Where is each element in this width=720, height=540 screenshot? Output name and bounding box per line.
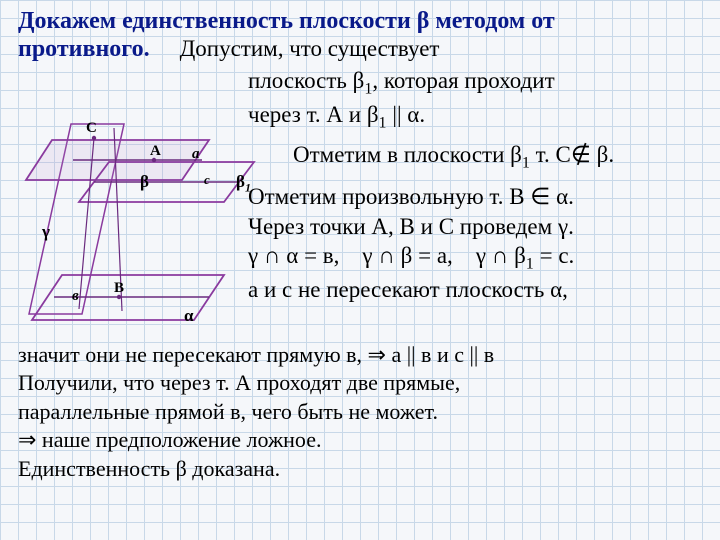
bottom1: значит они не пересекают прямую в, ⇒ а |… (18, 342, 702, 368)
label-beta1-sub: 1 (245, 180, 251, 194)
label-c: с (204, 172, 210, 188)
bottom5: Единственность β доказана. (18, 456, 702, 482)
para5-d: = с. (534, 243, 574, 268)
label-alpha: α (184, 306, 194, 326)
para1-line2: плоскость β1, которая проходит (248, 67, 702, 99)
label-beta: β (140, 172, 149, 192)
label-beta1: β1 (236, 172, 251, 195)
bottom-block: значит они не пересекают прямую в, ⇒ а |… (18, 340, 702, 482)
title-line2: противного. (18, 36, 150, 62)
label-B: В (114, 280, 124, 297)
label-a: а (192, 146, 200, 163)
bottom3: параллельные прямой в, чего быть не може… (18, 399, 702, 425)
label-A: А (150, 143, 161, 160)
para5-c: γ ∩ β (476, 243, 526, 268)
title: Докажем единственность плоскости β метод… (18, 8, 702, 63)
bottom4: ⇒ наше предположение ложное. (18, 427, 702, 453)
bottom2: Получили, что через т. А проходят две пр… (18, 370, 702, 396)
para4: Через точки А, В и С проведем γ. (248, 213, 702, 241)
para3: Отметим произвольную т. В ∈ α. (248, 183, 702, 211)
label-C: С (86, 120, 97, 137)
para1-c: , которая проходит (372, 68, 554, 93)
label-beta1-sym: β (236, 172, 245, 191)
para1-d-sub: 1 (379, 115, 387, 132)
para1-b: плоскость β (248, 68, 364, 93)
diagram-svg (24, 90, 264, 330)
para5: γ ∩ α = в, γ ∩ β = а, γ ∩ β1 = с. (248, 242, 702, 274)
para2: Отметим в плоскости β1 т. С∉ β. (293, 141, 702, 173)
para2-a-sub: 1 (522, 155, 530, 172)
para5-b: γ ∩ β = а, (362, 243, 452, 268)
para1-e: || α. (387, 102, 426, 127)
slide-content: Докажем единственность плоскости β метод… (0, 0, 720, 540)
para2-b: т. С∉ β. (530, 142, 614, 167)
diagram: С А а β с β1 γ В в α (24, 90, 264, 330)
para1-a: Допустим, что существует (180, 36, 440, 61)
label-b: в (72, 288, 79, 305)
title-line1: Докажем единственность плоскости β метод… (18, 8, 555, 34)
para6: а и с не пересекают плоскость α, (248, 276, 702, 304)
para2-a: Отметим в плоскости β (293, 142, 522, 167)
para5-c-sub: 1 (526, 256, 534, 273)
para1-line3: через т. А и β1 || α. (248, 101, 702, 133)
para1-d: через т. А и β (248, 102, 379, 127)
label-gamma: γ (42, 222, 50, 242)
